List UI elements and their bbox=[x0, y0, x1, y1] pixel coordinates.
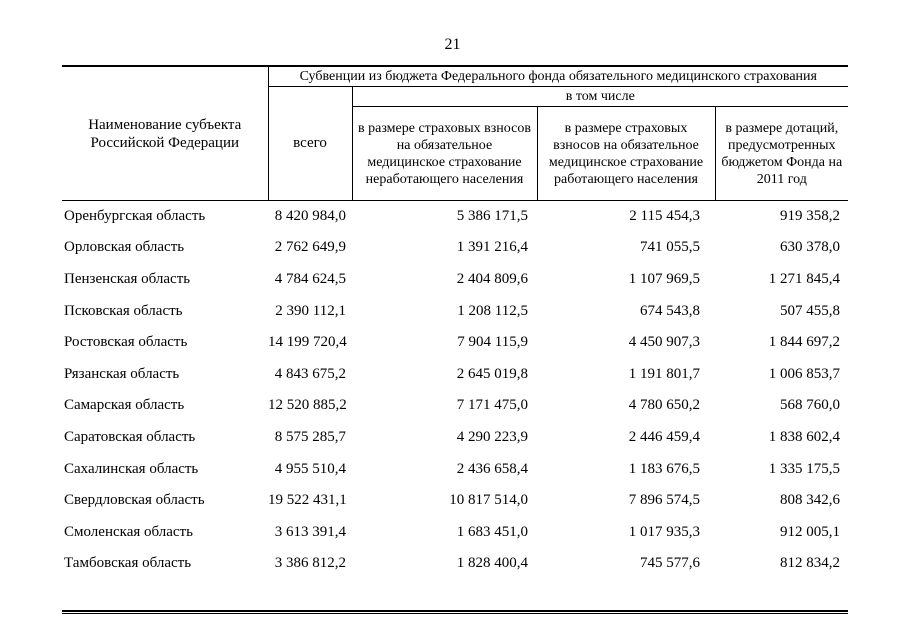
subsidies-cell: 912 005,1 bbox=[780, 523, 841, 540]
total-cell: 4 784 624,5 bbox=[274, 270, 346, 287]
subsidies-cell: 1 006 853,7 bbox=[768, 365, 841, 382]
total-cell: 2 390 112,1 bbox=[275, 302, 346, 319]
nonworking-cell: 10 817 514,0 bbox=[449, 492, 528, 509]
subsidies-cell: 808 342,6 bbox=[780, 492, 841, 509]
subsidies-cell: 630 378,0 bbox=[780, 239, 841, 256]
table-row: Тамбовская область 3 386 812,2 1 828 400… bbox=[62, 548, 848, 580]
total-cell: 4 843 675,2 bbox=[274, 365, 346, 382]
subsidies-cell: 507 455,8 bbox=[780, 302, 841, 319]
nonworking-cell: 7 171 475,0 bbox=[456, 397, 528, 414]
region-name-cell: Смоленская область bbox=[64, 523, 193, 540]
nonworking-cell: 5 386 171,5 bbox=[456, 208, 528, 225]
region-name-cell: Саратовская область bbox=[64, 428, 196, 445]
page-number: 21 bbox=[444, 36, 461, 53]
region-name-cell: Свердловская область bbox=[64, 492, 205, 509]
region-name-cell: Тамбовская область bbox=[64, 555, 192, 572]
total-cell: 14 199 720,4 bbox=[268, 334, 347, 351]
header-including: в том числе bbox=[352, 86, 849, 107]
subsidies-cell: 812 834,2 bbox=[780, 555, 841, 572]
total-cell: 8 575 285,7 bbox=[274, 428, 346, 445]
table-row: Рязанская область 4 843 675,2 2 645 019,… bbox=[62, 358, 848, 390]
nonworking-cell: 2 436 658,4 bbox=[456, 460, 528, 477]
subsidies-cell: 919 358,2 bbox=[780, 208, 841, 225]
region-name-cell: Сахалинская область bbox=[64, 460, 199, 477]
table-bottom-rule bbox=[62, 609, 848, 614]
nonworking-cell: 2 404 809,6 bbox=[456, 270, 528, 287]
header-row-group: Наименование субъекта Российской Федерац… bbox=[62, 66, 849, 201]
subsidies-cell: 1 335 175,5 bbox=[768, 460, 841, 477]
nonworking-cell: 4 290 223,9 bbox=[456, 428, 528, 445]
table-header: Наименование субъекта Российской Федерац… bbox=[62, 66, 849, 201]
region-name-cell: Самарская область bbox=[64, 397, 185, 414]
total-cell: 19 522 431,1 bbox=[268, 492, 347, 509]
working-cell: 7 896 574,5 bbox=[628, 492, 700, 509]
region-name-cell: Орловская область bbox=[64, 239, 185, 256]
working-cell: 1 017 935,3 bbox=[628, 523, 700, 540]
working-cell: 4 450 907,3 bbox=[628, 334, 700, 351]
document-page: 21 Наименование субъекта Российской Феде… bbox=[62, 36, 849, 614]
working-cell: 745 577,6 bbox=[640, 555, 700, 572]
working-cell: 4 780 650,2 bbox=[628, 397, 700, 414]
table-row: Ростовская область 14 199 720,4 7 904 11… bbox=[62, 327, 848, 359]
table-body: Оренбургская область 8 420 984,0 5 386 1… bbox=[62, 201, 848, 580]
total-cell: 8 420 984,0 bbox=[274, 208, 346, 225]
subsidies-cell: 1 271 845,4 bbox=[768, 270, 841, 287]
table-row: Орловская область 2 762 649,9 1 391 216,… bbox=[62, 232, 848, 264]
working-cell: 1 183 676,5 bbox=[628, 460, 700, 477]
working-cell: 2 115 454,3 bbox=[629, 208, 700, 225]
working-cell: 1 191 801,7 bbox=[628, 365, 700, 382]
subsidies-cell: 1 838 602,4 bbox=[768, 428, 841, 445]
table-row: Саратовская область 8 575 285,7 4 290 22… bbox=[62, 422, 848, 454]
header-subsidies: в размере дотаций, предусмотренных бюдже… bbox=[715, 106, 849, 201]
table-row: Самарская область 12 520 885,2 7 171 475… bbox=[62, 390, 848, 422]
total-cell: 3 386 812,2 bbox=[274, 555, 346, 572]
header-region-name: Наименование субъекта Российской Федерац… bbox=[62, 66, 269, 201]
header-working: в размере страховых взносов на обязатель… bbox=[537, 106, 716, 201]
table-row: Пензенская область 4 784 624,5 2 404 809… bbox=[62, 264, 848, 296]
working-cell: 2 446 459,4 bbox=[628, 428, 700, 445]
working-cell: 1 107 969,5 bbox=[628, 270, 700, 287]
nonworking-cell: 1 828 400,4 bbox=[456, 555, 528, 572]
nonworking-cell: 1 391 216,4 bbox=[456, 239, 528, 256]
subsidies-cell: 1 844 697,2 bbox=[768, 334, 841, 351]
working-cell: 674 543,8 bbox=[640, 302, 700, 319]
nonworking-cell: 1 683 451,0 bbox=[456, 523, 528, 540]
nonworking-cell: 2 645 019,8 bbox=[456, 365, 528, 382]
total-cell: 2 762 649,9 bbox=[274, 239, 346, 256]
nonworking-cell: 1 208 112,5 bbox=[457, 302, 528, 319]
total-cell: 4 955 510,4 bbox=[274, 460, 346, 477]
table-row: Сахалинская область 4 955 510,4 2 436 65… bbox=[62, 453, 848, 485]
region-name-cell: Оренбургская область bbox=[64, 208, 206, 225]
table-row: Оренбургская область 8 420 984,0 5 386 1… bbox=[62, 201, 848, 233]
nonworking-cell: 7 904 115,9 bbox=[457, 334, 528, 351]
subventions-table: Наименование субъекта Российской Федерац… bbox=[62, 65, 849, 580]
working-cell: 741 055,5 bbox=[640, 239, 700, 256]
table-row: Смоленская область 3 613 391,4 1 683 451… bbox=[62, 516, 848, 548]
total-cell: 3 613 391,4 bbox=[274, 523, 346, 540]
region-name-cell: Рязанская область bbox=[64, 365, 180, 382]
region-name-cell: Ростовская область bbox=[64, 334, 188, 351]
header-row-details: в размере страховых взносов на обязатель… bbox=[62, 106, 849, 201]
header-total: всего bbox=[268, 86, 353, 201]
region-name-cell: Псковская область bbox=[64, 302, 183, 319]
total-cell: 12 520 885,2 bbox=[268, 397, 347, 414]
table-row: Псковская область 2 390 112,1 1 208 112,… bbox=[62, 295, 848, 327]
header-nonworking: в размере страховых взносов на обязатель… bbox=[352, 106, 538, 201]
subsidies-cell: 568 760,0 bbox=[780, 397, 841, 414]
table-row: Свердловская область 19 522 431,1 10 817… bbox=[62, 485, 848, 517]
region-name-cell: Пензенская область bbox=[64, 270, 191, 287]
header-row-including: всего в том числе bbox=[62, 86, 849, 201]
header-group-title: Субвенции из бюджета Федерального фонда … bbox=[268, 66, 849, 87]
